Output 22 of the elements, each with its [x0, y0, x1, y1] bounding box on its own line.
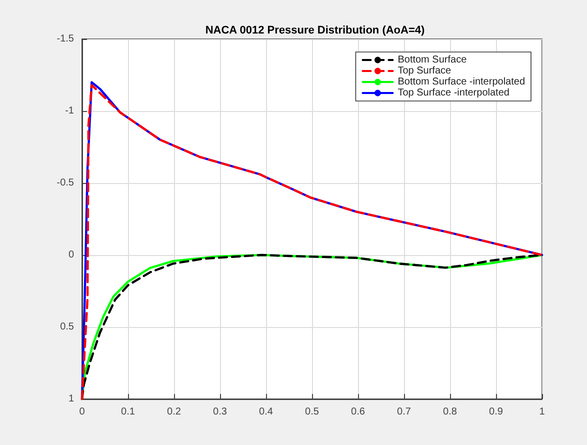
y-tick-label: 0 — [68, 250, 74, 260]
y-tick-label: -1 — [65, 106, 74, 116]
legend-label: Top Surface — [398, 66, 452, 76]
legend-label: Bottom Surface -interpolated — [398, 76, 526, 88]
x-tick-label: 0.6 — [351, 406, 366, 418]
chart-title: NACA 0012 Pressure Distribution (AoA=4) — [205, 24, 426, 36]
x-tick-label: 0.7 — [397, 406, 412, 418]
y-tick-label: 0.5 — [60, 322, 74, 332]
y-tick-label: -0.5 — [56, 178, 74, 188]
x-tick-label: 1 — [539, 406, 546, 418]
x-tick-label: 0 — [79, 406, 86, 418]
x-tick-label: 0.8 — [443, 406, 458, 418]
x-tick-label: 0.1 — [121, 406, 136, 418]
y-tick-label: 1 — [68, 394, 74, 404]
x-tick-label: 0.9 — [489, 406, 504, 418]
x-tick-label: 0.3 — [213, 406, 228, 418]
legend-label: Top Surface -interpolated — [398, 88, 510, 98]
x-tick-label: 0.4 — [259, 406, 274, 418]
x-tick-label: 0.5 — [305, 406, 320, 418]
x-tick-label: 0.2 — [167, 406, 182, 418]
y-tick-label: -1.5 — [56, 34, 74, 44]
legend-label: Bottom Surface — [398, 54, 468, 66]
